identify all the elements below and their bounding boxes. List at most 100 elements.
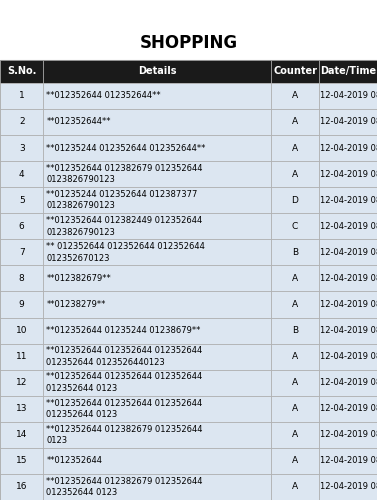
Text: A: A	[292, 482, 298, 492]
Bar	[0, 292, 43, 318]
Text: A: A	[292, 378, 298, 387]
Bar	[319, 266, 377, 291]
Bar	[271, 161, 319, 187]
Text: 15: 15	[16, 456, 28, 466]
Bar	[319, 474, 377, 500]
Bar	[319, 135, 377, 161]
Bar	[0, 187, 43, 213]
Bar	[271, 83, 319, 109]
Bar	[0, 318, 43, 344]
Bar	[0, 83, 43, 109]
Text: 12-04-2019 08:12:02 AM: 12-04-2019 08:12:02 AM	[320, 482, 377, 492]
Text: 12-04-2019 08:12:23AM: 12-04-2019 08:12:23AM	[320, 378, 377, 387]
Bar	[43, 292, 271, 318]
Bar	[0, 370, 43, 396]
Text: A: A	[292, 404, 298, 413]
Text: **012352644 012382679 012352644: **012352644 012382679 012352644	[46, 424, 203, 434]
Text: **012352644 012352644 012352644: **012352644 012352644 012352644	[46, 372, 202, 382]
Text: 12-04-2019 08:12:07 AM: 12-04-2019 08:12:07 AM	[320, 456, 377, 466]
Text: A: A	[292, 118, 298, 126]
Bar	[271, 135, 319, 161]
Text: 12-04-2019 08:13:20 AM: 12-04-2019 08:13:20 AM	[320, 92, 377, 100]
Text: 012352644 0123: 012352644 0123	[46, 410, 118, 419]
Bar	[271, 292, 319, 318]
Text: 2: 2	[19, 118, 25, 126]
Bar	[319, 240, 377, 266]
Bar	[0, 448, 43, 474]
Text: ** 012352644 012352644 012352644: ** 012352644 012352644 012352644	[46, 242, 205, 251]
Text: **012352644 012382449 012352644: **012352644 012382449 012352644	[46, 216, 202, 225]
Text: 12-04-2019 08:13:00 AM: 12-04-2019 08:13:00 AM	[320, 196, 377, 204]
Text: Date/Time: Date/Time	[320, 66, 376, 76]
Text: 012352644 0123526440123: 012352644 0123526440123	[46, 358, 165, 367]
Bar	[0, 396, 43, 422]
Bar	[319, 161, 377, 187]
Bar	[271, 474, 319, 500]
Text: 11: 11	[16, 352, 28, 361]
Bar	[43, 344, 271, 369]
Text: 10: 10	[16, 326, 28, 335]
Bar	[43, 213, 271, 240]
Text: 12-04-2019 08:12:28 AM: 12-04-2019 08:12:28 AM	[320, 352, 377, 361]
Bar	[43, 474, 271, 500]
Text: 12-04-2019 08:12:54 AM: 12-04-2019 08:12:54 AM	[320, 222, 377, 231]
Text: 4: 4	[19, 170, 25, 178]
Bar	[43, 318, 271, 344]
Text: A: A	[292, 430, 298, 440]
Text: **012352644 01235244 01238679**: **012352644 01235244 01238679**	[46, 326, 201, 335]
Text: Home  Products  Cluster  Billing  Purchase  Logout: Home Products Cluster Billing Purchase L…	[40, 6, 337, 16]
Bar	[271, 318, 319, 344]
Bar	[0, 213, 43, 240]
Text: 13: 13	[16, 404, 28, 413]
Bar	[43, 161, 271, 187]
Text: A: A	[292, 170, 298, 178]
Text: **01235244 012352644 012352644**: **01235244 012352644 012352644**	[46, 144, 206, 152]
Text: 12-04-2019 08:12:38 AM: 12-04-2019 08:12:38 AM	[320, 300, 377, 309]
Bar	[319, 213, 377, 240]
Bar	[319, 318, 377, 344]
Bar	[319, 370, 377, 396]
Bar	[0, 474, 43, 500]
Text: B: B	[292, 326, 298, 335]
Text: 0123826790123: 0123826790123	[46, 176, 115, 184]
Bar	[0, 109, 43, 135]
Bar	[271, 187, 319, 213]
Text: **012382679**: **012382679**	[46, 274, 111, 283]
Bar	[319, 422, 377, 448]
Text: **01238279**: **01238279**	[46, 300, 106, 309]
Text: A: A	[292, 352, 298, 361]
Text: 8: 8	[19, 274, 25, 283]
Text: A: A	[292, 274, 298, 283]
Bar	[43, 135, 271, 161]
Bar	[319, 396, 377, 422]
Text: 14: 14	[16, 430, 28, 440]
Bar	[271, 60, 319, 83]
Text: 12-04-2019 08:12:11 AM: 12-04-2019 08:12:11 AM	[320, 430, 377, 440]
Text: 12-04-2019 08:12:47 AM: 12-04-2019 08:12:47 AM	[320, 248, 377, 257]
Bar	[271, 240, 319, 266]
Text: 012352670123: 012352670123	[46, 254, 110, 262]
Text: 012352644 0123: 012352644 0123	[46, 384, 118, 393]
Bar	[271, 344, 319, 369]
Text: **012352644 012382679 012352644: **012352644 012382679 012352644	[46, 476, 203, 486]
Bar	[43, 448, 271, 474]
Text: 12-04-2019 08:13:15 AM: 12-04-2019 08:13:15 AM	[320, 118, 377, 126]
Bar	[271, 266, 319, 291]
Text: 12-04-2019 08:12:33 AM: 12-04-2019 08:12:33 AM	[320, 326, 377, 335]
Bar	[319, 60, 377, 83]
Bar	[0, 60, 43, 83]
Text: A: A	[292, 456, 298, 466]
Text: 12-04-2019 08:12:42 AM: 12-04-2019 08:12:42 AM	[320, 274, 377, 283]
Bar	[43, 109, 271, 135]
Text: Counter: Counter	[273, 66, 317, 76]
Bar	[271, 370, 319, 396]
Bar	[319, 83, 377, 109]
Text: A: A	[292, 144, 298, 152]
Bar	[43, 240, 271, 266]
Bar	[43, 266, 271, 291]
Bar	[319, 292, 377, 318]
Bar	[271, 213, 319, 240]
Text: **012352644 012352644**: **012352644 012352644**	[46, 92, 161, 100]
Text: A: A	[292, 92, 298, 100]
Bar	[43, 396, 271, 422]
